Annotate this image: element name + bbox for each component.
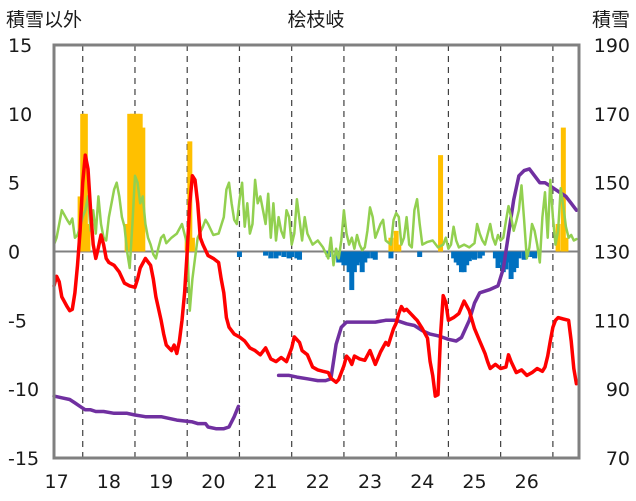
- negative_bars-bar-51: [532, 251, 538, 259]
- snow_depth-line-1: [276, 167, 579, 383]
- negative_bars-bar-36: [477, 251, 483, 259]
- x-ticks: 17 18 19 20 21 22 23 24 25 26: [45, 471, 539, 493]
- precipitation-bar-13: [189, 237, 195, 252]
- negative_bars-bar-32: [464, 251, 470, 266]
- negative_bars-bar-33: [466, 251, 472, 262]
- gridlines: [54, 45, 579, 458]
- left-tick-label: 15: [8, 35, 32, 57]
- negative_bars-bar-9: [297, 251, 303, 260]
- negative_bars-bar-21: [362, 251, 368, 263]
- precipitation-bar-9: [137, 113, 143, 252]
- negative_bars-bar-37: [479, 251, 485, 256]
- negative_bars-bar-18: [354, 251, 360, 266]
- negative_bars-bar-28: [453, 251, 459, 263]
- right-tick-label: 190: [594, 35, 630, 57]
- negative_bars-bar-30: [458, 251, 464, 273]
- left-tick-label: -10: [8, 379, 39, 401]
- right-tick-label: 170: [594, 104, 630, 126]
- negative_bars-bar-47: [516, 251, 522, 259]
- negative_bars-bar-4: [276, 251, 282, 256]
- negative_bars-bar-45: [511, 251, 517, 273]
- negative_bars-bar-26: [417, 251, 423, 258]
- right-axis-label: 積雪: [592, 9, 630, 31]
- temperature-line-0: [52, 153, 579, 398]
- x-tick-label: 22: [306, 471, 330, 493]
- negative_bars-bar-12: [338, 251, 344, 263]
- precipitation-bar-10: [140, 127, 146, 252]
- negative_bars-bar-16: [349, 251, 355, 291]
- precipitation-bar-5: [127, 113, 133, 252]
- precipitation-bar-20: [563, 237, 569, 252]
- precipitation-bar-2: [82, 113, 88, 252]
- negative_bars-bar-17: [351, 251, 357, 273]
- negative_bars-bar-46: [513, 251, 519, 269]
- negative_bars-bar-38: [492, 251, 498, 259]
- negative_bars-bar-7: [289, 251, 295, 258]
- negative_bars-bar-13: [341, 251, 347, 266]
- negative_bars-bar-3: [273, 251, 279, 259]
- negative_bars-bar-43: [505, 251, 511, 263]
- right-tick-label: 130: [594, 242, 630, 264]
- negative_bars-bar-29: [456, 251, 462, 266]
- left-tick-label: 0: [8, 242, 20, 264]
- precipitation-bar-15: [393, 230, 399, 252]
- right-tick-label: 110: [594, 310, 630, 332]
- lines: [52, 153, 579, 431]
- right-tick-label: 150: [594, 173, 630, 195]
- negative_bars-bar-8: [294, 251, 300, 259]
- precipitation-bar-16: [396, 244, 402, 252]
- left-tick-label: -15: [8, 448, 39, 470]
- negative_bars-bar-14: [344, 251, 350, 266]
- negative_bars-bar-23: [370, 251, 376, 259]
- negative_bars-bar-19: [357, 251, 363, 263]
- precipitation-bar-17: [438, 155, 444, 252]
- negative_bars-bar-6: [286, 251, 292, 259]
- right-tick-label: 90: [606, 379, 630, 401]
- precipitation-bar-18: [555, 223, 561, 252]
- negative_bars-bar-22: [364, 251, 370, 259]
- negative_bars-bar-48: [521, 251, 527, 260]
- plot-frame: [52, 43, 581, 460]
- negative_bars-bar-15: [346, 251, 352, 273]
- snow_depth-line-0: [52, 394, 241, 431]
- chart-title: 桧枝岐: [287, 9, 344, 31]
- negative_bars-bar-35: [472, 251, 478, 260]
- precipitation-bar-4: [124, 223, 130, 252]
- negative_bars-bar-39: [495, 251, 501, 269]
- x-tick-label: 20: [201, 471, 225, 493]
- negative_bars-bar-0: [236, 251, 242, 258]
- left-tick-label: 5: [8, 173, 20, 195]
- negative_bars-bar-20: [359, 251, 365, 273]
- right-ticks: 190 170 150 130 110 90 70: [594, 35, 630, 470]
- precipitation-bar-3: [85, 223, 91, 252]
- left-axis-label: 積雪以外: [6, 9, 82, 31]
- x-tick-label: 23: [358, 471, 382, 493]
- negative_bars-bar-44: [508, 251, 514, 280]
- x-tick-label: 24: [410, 471, 434, 493]
- negative_bars-bar-34: [469, 251, 475, 259]
- negative_bars-bar-27: [451, 251, 457, 259]
- right-tick-label: 70: [606, 448, 630, 470]
- negative_bars-bar-31: [461, 251, 467, 273]
- negative_bars-bar-24: [372, 251, 378, 260]
- green_series-line-0: [52, 174, 578, 312]
- precipitation-bar-6: [129, 113, 135, 252]
- left-tick-label: -5: [8, 310, 27, 332]
- negative_bars-bar-25: [388, 251, 394, 259]
- x-tick-label: 26: [515, 471, 539, 493]
- negative_bars-bar-50: [529, 251, 535, 258]
- negative_bars-bar-2: [268, 251, 274, 259]
- x-tick-label: 25: [462, 471, 486, 493]
- precipitation-bar-19: [560, 127, 566, 252]
- x-tick-label: 18: [97, 471, 121, 493]
- x-tick-label: 21: [253, 471, 277, 493]
- negative_bars-bar-40: [498, 251, 504, 263]
- negative_bars-bar-1: [263, 251, 269, 256]
- x-tick-label: 19: [149, 471, 173, 493]
- negative_bars-bar-5: [281, 251, 287, 258]
- left-tick-label: 10: [8, 104, 32, 126]
- x-tick-label: 17: [45, 471, 69, 493]
- left-ticks: 15 10 5 0 -5 -10 -15: [8, 35, 39, 470]
